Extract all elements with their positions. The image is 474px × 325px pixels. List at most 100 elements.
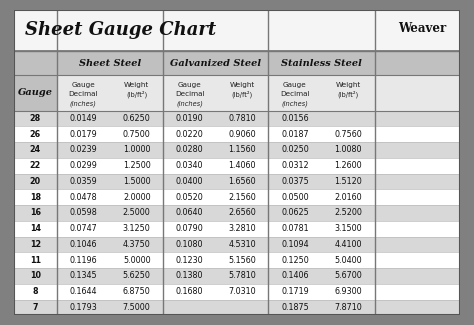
Text: 0.1250: 0.1250: [281, 256, 309, 265]
Text: 7.5000: 7.5000: [123, 303, 151, 312]
Text: Stainless Steel: Stainless Steel: [281, 59, 362, 68]
Text: 0.0149: 0.0149: [70, 114, 97, 123]
Text: 5.0000: 5.0000: [123, 256, 151, 265]
Text: 5.6700: 5.6700: [335, 271, 362, 280]
Text: 5.6250: 5.6250: [123, 271, 151, 280]
Text: Gauge: Gauge: [283, 82, 307, 88]
Text: 0.0747: 0.0747: [69, 224, 97, 233]
Bar: [14, 142, 460, 158]
Bar: [14, 75, 460, 110]
Bar: [14, 221, 460, 237]
Text: 1.0080: 1.0080: [335, 145, 362, 154]
Text: 2.5200: 2.5200: [335, 208, 362, 217]
Text: 22: 22: [30, 161, 41, 170]
Text: 5.1560: 5.1560: [228, 256, 256, 265]
Text: Weight: Weight: [229, 82, 255, 88]
Bar: [14, 237, 460, 252]
Text: 2.6560: 2.6560: [228, 208, 256, 217]
Text: Decimal: Decimal: [69, 91, 98, 97]
Text: 2.0160: 2.0160: [335, 193, 362, 202]
Text: 0.0312: 0.0312: [281, 161, 309, 170]
Text: (inches): (inches): [70, 100, 97, 107]
Text: 0.0375: 0.0375: [281, 177, 309, 186]
Text: 3.1250: 3.1250: [123, 224, 151, 233]
Text: 6.8750: 6.8750: [123, 287, 151, 296]
Text: 0.0625: 0.0625: [281, 208, 309, 217]
Text: 7.8710: 7.8710: [335, 303, 362, 312]
Text: 0.1875: 0.1875: [281, 303, 309, 312]
Bar: [14, 75, 56, 110]
Text: 4.3750: 4.3750: [123, 240, 151, 249]
Text: 5.0400: 5.0400: [335, 256, 362, 265]
Text: 0.7560: 0.7560: [335, 130, 362, 139]
Text: Decimal: Decimal: [175, 91, 204, 97]
Text: 0.1644: 0.1644: [70, 287, 97, 296]
Text: 1.1560: 1.1560: [228, 145, 256, 154]
FancyBboxPatch shape: [14, 10, 460, 315]
Text: 0.7500: 0.7500: [123, 130, 151, 139]
Text: 12: 12: [30, 240, 41, 249]
Text: 0.9060: 0.9060: [228, 130, 256, 139]
Text: 7: 7: [33, 303, 38, 312]
Text: 0.1719: 0.1719: [281, 287, 309, 296]
Text: 26: 26: [30, 130, 41, 139]
Text: 0.1380: 0.1380: [176, 271, 203, 280]
Text: 0.7810: 0.7810: [228, 114, 256, 123]
Text: 0.1046: 0.1046: [70, 240, 97, 249]
Text: 0.6250: 0.6250: [123, 114, 151, 123]
Text: Gauge: Gauge: [178, 82, 201, 88]
Text: 1.2500: 1.2500: [123, 161, 151, 170]
Bar: [14, 10, 460, 51]
Text: 14: 14: [30, 224, 41, 233]
Text: 0.0520: 0.0520: [176, 193, 203, 202]
Text: 0.1680: 0.1680: [176, 287, 203, 296]
Text: 24: 24: [30, 145, 41, 154]
Text: 28: 28: [30, 114, 41, 123]
Text: 2.0000: 2.0000: [123, 193, 151, 202]
Text: 0.0299: 0.0299: [69, 161, 97, 170]
Text: 16: 16: [30, 208, 41, 217]
Text: Galvanized Steel: Galvanized Steel: [170, 59, 261, 68]
Text: 0.0340: 0.0340: [176, 161, 203, 170]
Text: 0.0239: 0.0239: [69, 145, 97, 154]
Text: 0.0640: 0.0640: [176, 208, 203, 217]
Text: 0.1094: 0.1094: [281, 240, 309, 249]
Text: Sheet Steel: Sheet Steel: [79, 59, 141, 68]
Text: 0.0598: 0.0598: [69, 208, 97, 217]
Text: Gauge: Gauge: [18, 88, 53, 98]
Text: 0.0179: 0.0179: [69, 130, 97, 139]
Text: 5.7810: 5.7810: [228, 271, 256, 280]
Text: 20: 20: [30, 177, 41, 186]
Text: (inches): (inches): [176, 100, 203, 107]
Text: 2.1560: 2.1560: [228, 193, 256, 202]
Text: 0.1406: 0.1406: [281, 271, 309, 280]
Text: 0.1080: 0.1080: [176, 240, 203, 249]
Text: 18: 18: [30, 193, 41, 202]
Text: Sheet Gauge Chart: Sheet Gauge Chart: [25, 21, 217, 39]
Text: 0.0400: 0.0400: [176, 177, 203, 186]
Bar: [14, 205, 460, 221]
Text: (lb/ft²): (lb/ft²): [126, 90, 147, 98]
Text: 7.0310: 7.0310: [228, 287, 256, 296]
Text: 0.0220: 0.0220: [176, 130, 203, 139]
Text: 0.0781: 0.0781: [281, 224, 309, 233]
Text: 0.0359: 0.0359: [69, 177, 97, 186]
Bar: [14, 252, 460, 268]
Text: 1.6560: 1.6560: [228, 177, 256, 186]
Text: 1.5120: 1.5120: [335, 177, 362, 186]
Text: Gauge: Gauge: [72, 82, 95, 88]
Bar: [14, 300, 460, 315]
Text: (lb/ft²): (lb/ft²): [231, 90, 253, 98]
Text: Decimal: Decimal: [280, 91, 310, 97]
Text: 0.0156: 0.0156: [281, 114, 309, 123]
Bar: [14, 111, 460, 126]
Text: 0.0190: 0.0190: [176, 114, 203, 123]
Text: 10: 10: [30, 271, 41, 280]
Text: 3.2810: 3.2810: [228, 224, 256, 233]
Text: 0.1793: 0.1793: [69, 303, 97, 312]
Text: 4.5310: 4.5310: [228, 240, 256, 249]
Text: 0.0500: 0.0500: [281, 193, 309, 202]
Text: 8: 8: [33, 287, 38, 296]
Bar: [14, 51, 460, 75]
Text: 0.0187: 0.0187: [281, 130, 309, 139]
